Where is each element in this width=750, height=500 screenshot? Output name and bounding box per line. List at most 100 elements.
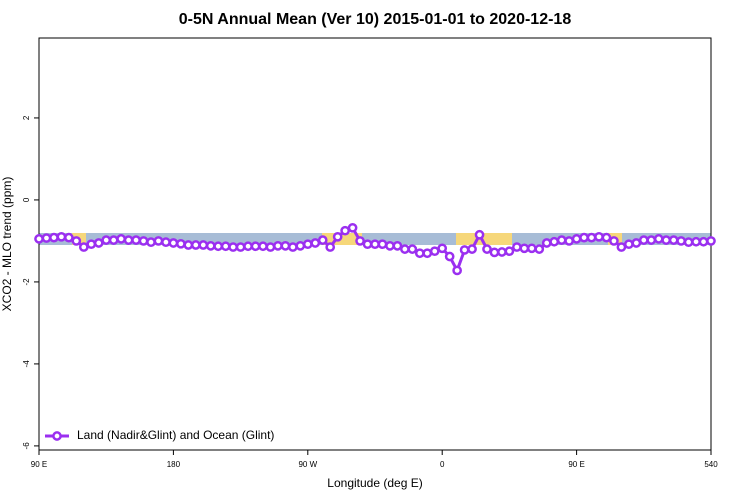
x-tick-label: 540 (704, 460, 718, 469)
x-axis-label: Longitude (deg E) (327, 476, 422, 490)
y-tick-label: -6 (22, 442, 31, 450)
y-tick-label: -4 (22, 360, 31, 368)
data-point (34, 234, 44, 244)
data-point (579, 232, 589, 243)
data-point (295, 240, 306, 251)
data-point (668, 235, 679, 245)
data-point (459, 245, 470, 255)
data-point (93, 238, 104, 248)
data-point (176, 238, 186, 249)
data-point (220, 241, 231, 252)
data-point (400, 244, 410, 254)
x-tick-label: 90 E (31, 460, 47, 469)
legend-marker (52, 431, 62, 441)
data-point (564, 236, 574, 246)
data-point (482, 244, 492, 254)
data-point (302, 239, 313, 250)
y-axis-label: XCO2 - MLO trend (ppm) (0, 177, 14, 312)
data-point (661, 235, 672, 245)
x-tick-label: 180 (167, 460, 181, 469)
data-point (273, 240, 283, 251)
data-point (541, 238, 552, 248)
x-tick-label: 90 E (568, 460, 584, 469)
data-point (407, 244, 418, 254)
data-point (638, 235, 649, 245)
data-point (332, 231, 343, 242)
data-point (86, 239, 97, 250)
data-point (190, 240, 201, 250)
data-point (362, 239, 373, 250)
data-point (594, 231, 604, 242)
data-point (706, 236, 716, 246)
data-point (474, 229, 485, 240)
data-point (676, 236, 686, 246)
data-point (556, 235, 567, 245)
data-point (265, 242, 276, 252)
data-point (414, 248, 425, 259)
data-point (601, 232, 612, 243)
data-point (653, 234, 664, 244)
data-point (183, 240, 194, 250)
data-point (549, 236, 560, 247)
data-point (49, 232, 59, 243)
data-point (691, 236, 701, 247)
data-point (78, 242, 89, 252)
data-point (288, 242, 298, 252)
data-point (123, 235, 134, 245)
y-tick-label: 0 (22, 197, 31, 202)
land-band (456, 233, 512, 245)
data-point (624, 239, 634, 250)
data-point (422, 248, 433, 259)
data-point (250, 241, 261, 252)
data-point (213, 241, 224, 252)
data-point (698, 236, 709, 247)
data-point (168, 238, 179, 248)
data-point (108, 235, 119, 245)
data-point (497, 247, 507, 257)
legend: Land (Nadir&Glint) and Ocean (Glint) (45, 428, 274, 442)
data-point (631, 238, 642, 248)
data-point (534, 244, 545, 254)
data-point (235, 242, 246, 252)
data-point (317, 235, 328, 245)
data-point (683, 237, 694, 248)
data-point (258, 241, 268, 252)
data-point (429, 246, 440, 257)
x-tick-label: 0 (440, 460, 445, 469)
data-point (616, 242, 627, 252)
data-point (526, 243, 537, 254)
legend-label: Land (Nadir&Glint) and Ocean (Glint) (77, 428, 274, 442)
data-point (586, 232, 597, 243)
data-point (325, 242, 336, 252)
data-point (452, 265, 462, 276)
data-point (512, 242, 522, 252)
data-point (64, 232, 74, 243)
data-point (116, 234, 126, 244)
data-point (56, 231, 67, 242)
y-tick-label: -2 (22, 278, 31, 286)
data-point (437, 243, 448, 254)
data-point (385, 240, 395, 251)
data-point (467, 244, 477, 254)
data-point (101, 235, 112, 245)
data-point (161, 237, 171, 248)
data-point (392, 240, 403, 251)
data-point (444, 251, 455, 262)
data-point (355, 236, 365, 246)
data-point (280, 240, 291, 251)
data-point (153, 236, 164, 246)
data-point (310, 238, 321, 248)
data-point (71, 236, 82, 246)
data-point (646, 235, 657, 245)
data-point (504, 246, 515, 257)
data-point (138, 236, 149, 246)
chart-title: 0-5N Annual Mean (Ver 10) 2015-01-01 to … (179, 11, 572, 28)
data-point (609, 236, 619, 246)
data-point (146, 237, 156, 248)
x-tick-label: 90 W (298, 460, 317, 469)
data-point (347, 222, 358, 233)
data-point (340, 225, 350, 236)
data-point (198, 240, 209, 250)
